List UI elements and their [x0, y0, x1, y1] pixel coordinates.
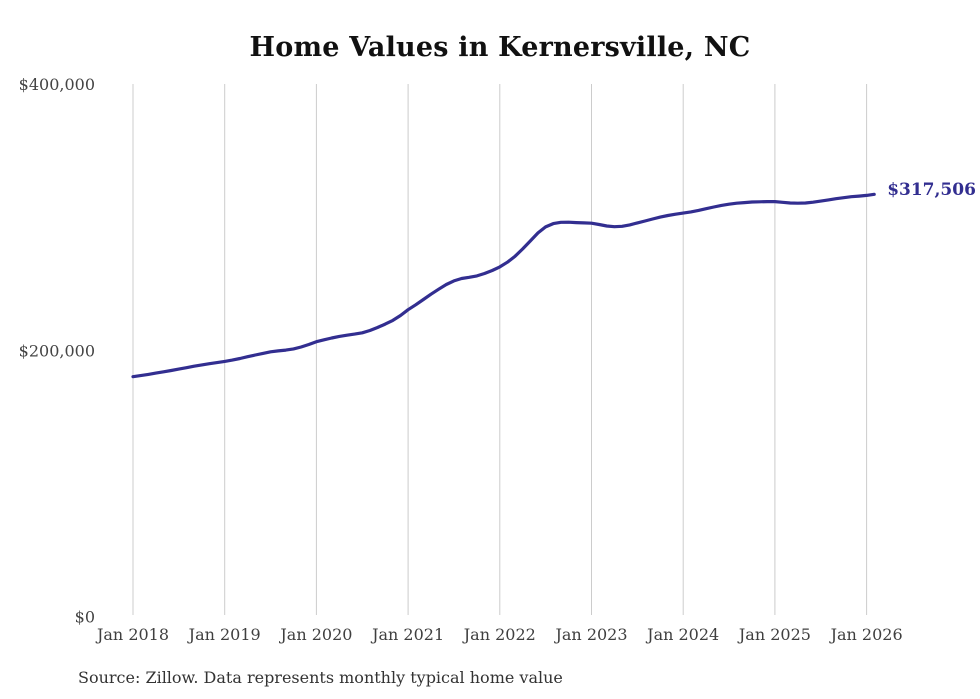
- source-note: Source: Zillow. Data represents monthly …: [78, 668, 563, 687]
- x-tick-label: Jan 2022: [462, 625, 536, 644]
- x-tick-label: Jan 2020: [278, 625, 352, 644]
- latest-value-label: $317,506: [887, 180, 976, 200]
- y-tick-label: $200,000: [19, 341, 95, 360]
- x-tick-label: Jan 2021: [370, 625, 444, 644]
- y-tick-label: $0: [75, 608, 95, 627]
- x-tick-label: Jan 2025: [737, 625, 811, 644]
- x-tick-label: Jan 2023: [553, 625, 627, 644]
- x-tick-label: Jan 2024: [645, 625, 719, 644]
- home-value-line: [131, 192, 876, 379]
- x-tick-label: Jan 2018: [95, 625, 169, 644]
- y-tick-label: $400,000: [19, 75, 95, 94]
- x-tick-label: Jan 2026: [829, 625, 903, 644]
- chart-title: Home Values in Kernersville, NC: [249, 32, 751, 63]
- x-tick-label: Jan 2019: [187, 625, 261, 644]
